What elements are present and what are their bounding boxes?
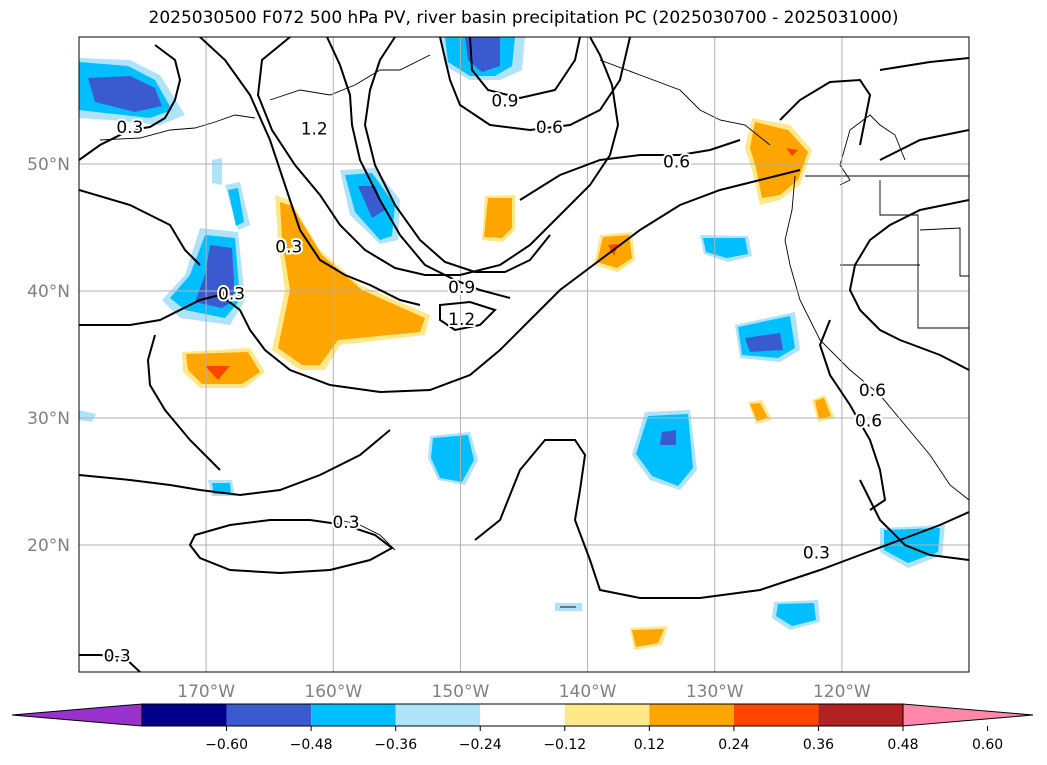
lon-tick-label: 120°W [813,682,871,702]
colorbar-extend-low [11,703,143,727]
lat-tick-label: 30°N [27,409,70,429]
lon-tick-label: 160°W [304,682,362,702]
contour-label: 0.3 [104,646,131,666]
colorbar-segment [649,704,734,726]
contour-label: 0.3 [218,285,245,305]
colorbar-tick-label: −0.48 [290,737,333,753]
colorbar-segment [226,704,312,726]
colorbar-segment [142,704,227,726]
contour-label: 0.6 [855,412,882,432]
lon-tick-label: 130°W [686,682,744,702]
contour-label: 1.2 [301,119,328,139]
colorbar-segment [733,704,819,726]
contour-label: 0.9 [448,278,475,298]
colorbar-tick-label: −0.12 [543,737,586,753]
contour-label: 0.3 [332,513,359,533]
colorbar-segment [311,704,396,726]
lon-tick-label: 170°W [177,682,235,702]
lon-tick-label: 150°W [432,682,490,702]
contour-label: 0.3 [116,118,143,138]
map-title: 2025030500 F072 500 hPa PV, river basin … [148,8,899,28]
colorbar-tick-label: 0.24 [718,737,749,753]
contour-label: 0.6 [536,118,563,138]
colorbar-segment [395,704,481,726]
lat-tick-label: 20°N [27,536,70,556]
contour-label: 1.2 [448,310,475,330]
lon-tick-label: 140°W [559,682,617,702]
colorbar-tick-label: −0.24 [459,737,502,753]
contour-label: 0.3 [803,544,830,564]
colorbar-tick-label: 0.12 [634,737,665,753]
lat-tick-label: 40°N [27,282,70,302]
colorbar-frame [141,703,904,727]
lat-tick-label: 50°N [27,155,70,175]
colorbar-tick-label: 0.60 [972,737,1003,753]
coastlines [99,54,969,608]
graticule [79,37,969,672]
contour-labels: 0.9 0.6 0.6 1.2 0.3 0.3 0.3 0.9 1.2 0.6 0.6 0.3 0.3 0… [102,90,888,669]
map-frame [78,36,970,673]
colorbar-segment [564,704,650,726]
colorbar-segment [480,704,565,726]
colorbar-tick-label: 0.36 [803,737,834,753]
pv-contours [79,37,969,672]
colorbar-extend-high [902,703,1034,727]
colorbar-tick-label: 0.48 [887,737,918,753]
contour-label: 0.3 [275,238,302,258]
colorbar: −0.60 −0.48 −0.36 −0.24 −0.12 0.12 0.24 0.36 0.4… [11,703,1034,753]
contour-label: 0.9 [491,92,518,112]
contour-label: 0.6 [859,381,886,401]
colorbar-segment [818,704,903,726]
axis-labels: 170°W 160°W 150°W 140°W 130°W 120°W 20°N 30°N 40… [27,155,871,702]
colorbar-tick-label: −0.36 [374,737,417,753]
contour-label: 0.6 [663,152,690,172]
colorbar-tick-label: −0.60 [205,737,248,753]
